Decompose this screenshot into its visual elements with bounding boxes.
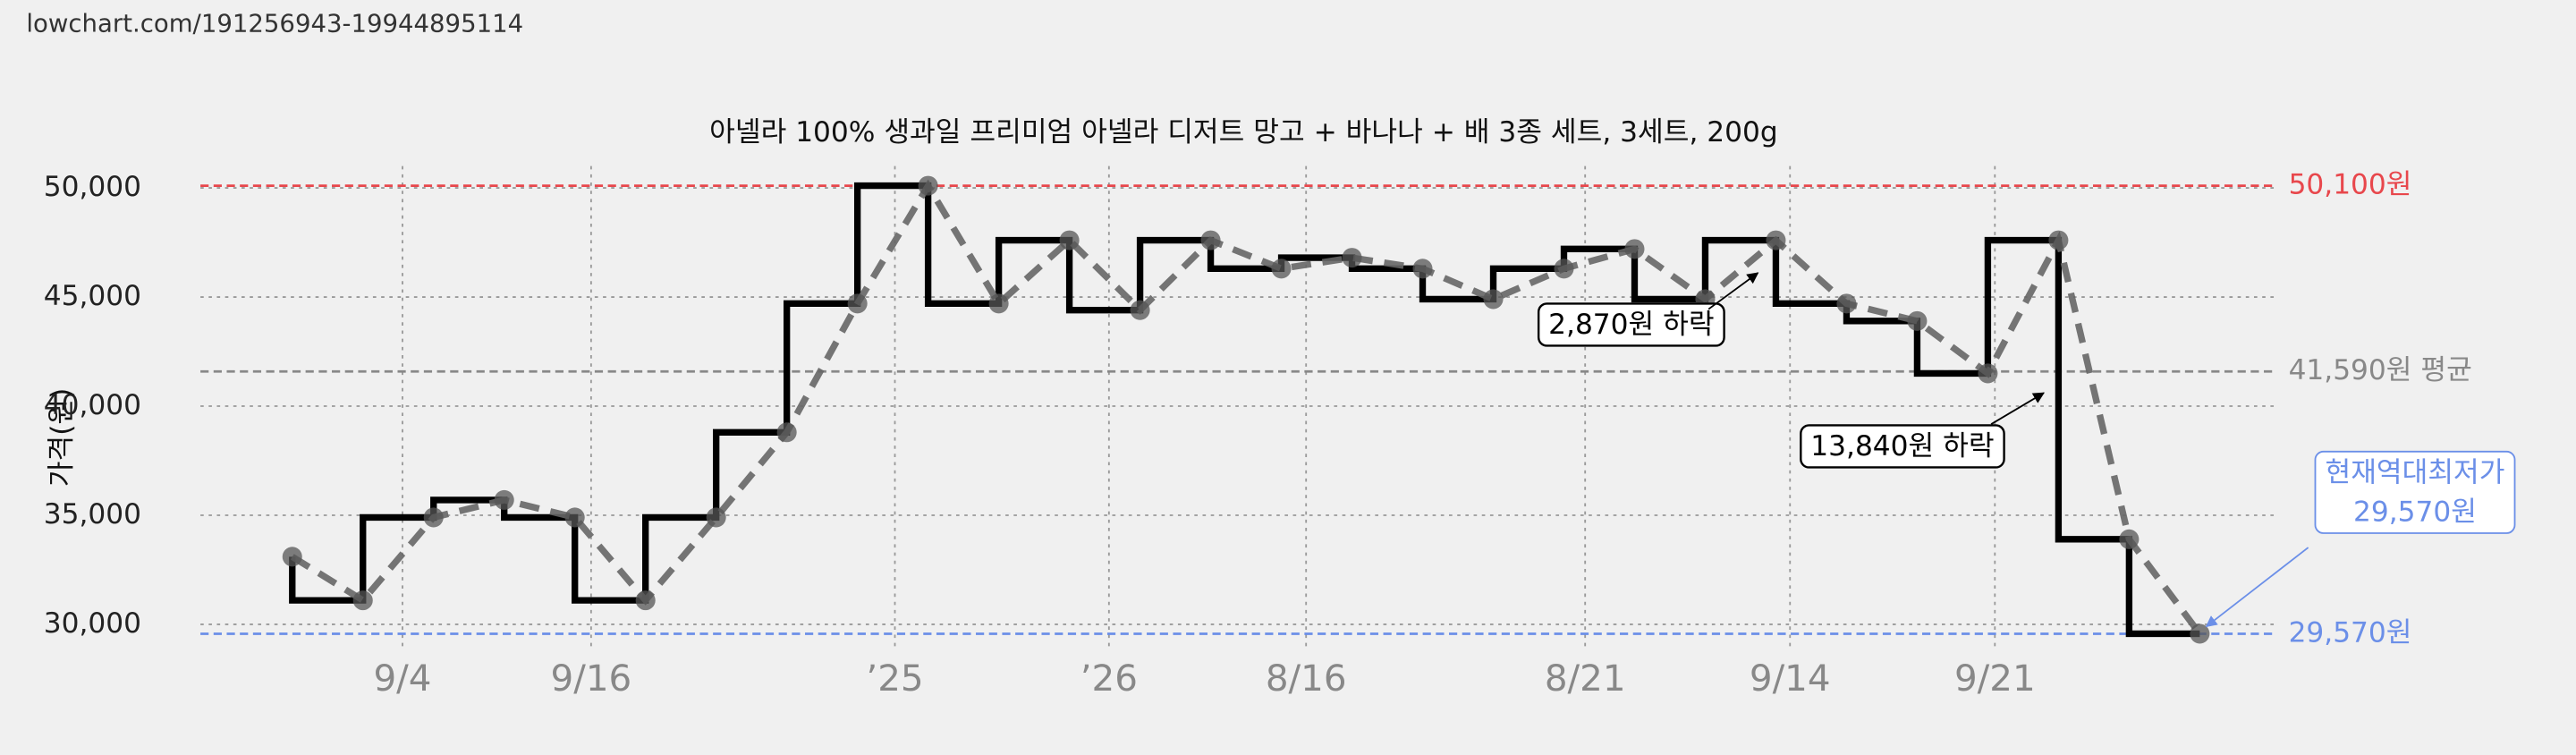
point	[423, 507, 444, 528]
point	[2048, 230, 2069, 250]
point	[776, 422, 797, 443]
point	[847, 293, 868, 314]
x-tick-label: 8/16	[1266, 657, 1347, 700]
point	[918, 175, 938, 196]
reference-label: 41,590원 평균	[2289, 354, 2472, 386]
x-tick-label: 9/4	[373, 657, 431, 700]
point	[706, 507, 726, 528]
point	[1342, 248, 1362, 268]
x-tick-label: 9/14	[1750, 657, 1831, 700]
point	[1978, 363, 1998, 384]
x-tick-label: 9/21	[1954, 657, 2036, 700]
annotation-arrow	[1707, 272, 1759, 310]
price-line	[290, 179, 2203, 636]
point	[564, 507, 585, 528]
point	[282, 547, 302, 567]
x-tick-label: 8/21	[1545, 657, 1626, 700]
point	[1554, 259, 1574, 279]
point	[494, 489, 514, 510]
step-line	[289, 182, 2200, 638]
annotation-text: 현재역대최저가	[2326, 456, 2505, 488]
reference-label: 50,100원	[2289, 169, 2412, 201]
point	[1412, 259, 1433, 279]
point	[1836, 293, 1857, 314]
x-tick-label: 9/16	[551, 657, 632, 700]
point	[352, 590, 373, 611]
point	[1907, 310, 1928, 331]
point	[1130, 300, 1150, 320]
y-axis-label: 가격(원)	[46, 388, 78, 488]
annotation-box	[2314, 450, 2516, 534]
point	[1624, 239, 1645, 259]
x-tick-label: ’26	[1080, 657, 1138, 700]
y-tick-label: 45,000	[44, 280, 141, 312]
annotation-box	[1537, 302, 1725, 347]
point	[1271, 259, 1292, 279]
y-tick-label: 40,000	[44, 389, 141, 421]
annotation-text: 29,570원	[2353, 496, 2477, 528]
point	[2190, 624, 2210, 644]
point	[1200, 230, 1221, 250]
y-tick-label: 35,000	[44, 498, 141, 530]
annotation-text: 13,840원 하락	[1810, 430, 1994, 462]
point	[635, 590, 656, 611]
annotation-box	[1800, 424, 2005, 469]
point	[988, 293, 1009, 314]
y-tick-label: 50,000	[44, 171, 141, 203]
y-tick-label: 30,000	[44, 607, 141, 640]
point	[1059, 230, 1080, 250]
point	[2119, 529, 2140, 549]
annotation-arrow	[1990, 392, 2046, 426]
point	[1483, 289, 1504, 310]
annotation-arrow	[2205, 547, 2309, 628]
annotation-text: 2,870원 하락	[1548, 309, 1714, 341]
url: lowchart.com/191256943-19944895114	[26, 10, 523, 38]
x-tick-label: ’25	[866, 657, 923, 700]
point	[1766, 230, 1786, 250]
reference-label: 29,570원	[2289, 616, 2412, 649]
chart-title: 아넬라 100% 생과일 프리미엄 아넬라 디저트 망고 + 바나나 + 배 3…	[709, 116, 1778, 148]
